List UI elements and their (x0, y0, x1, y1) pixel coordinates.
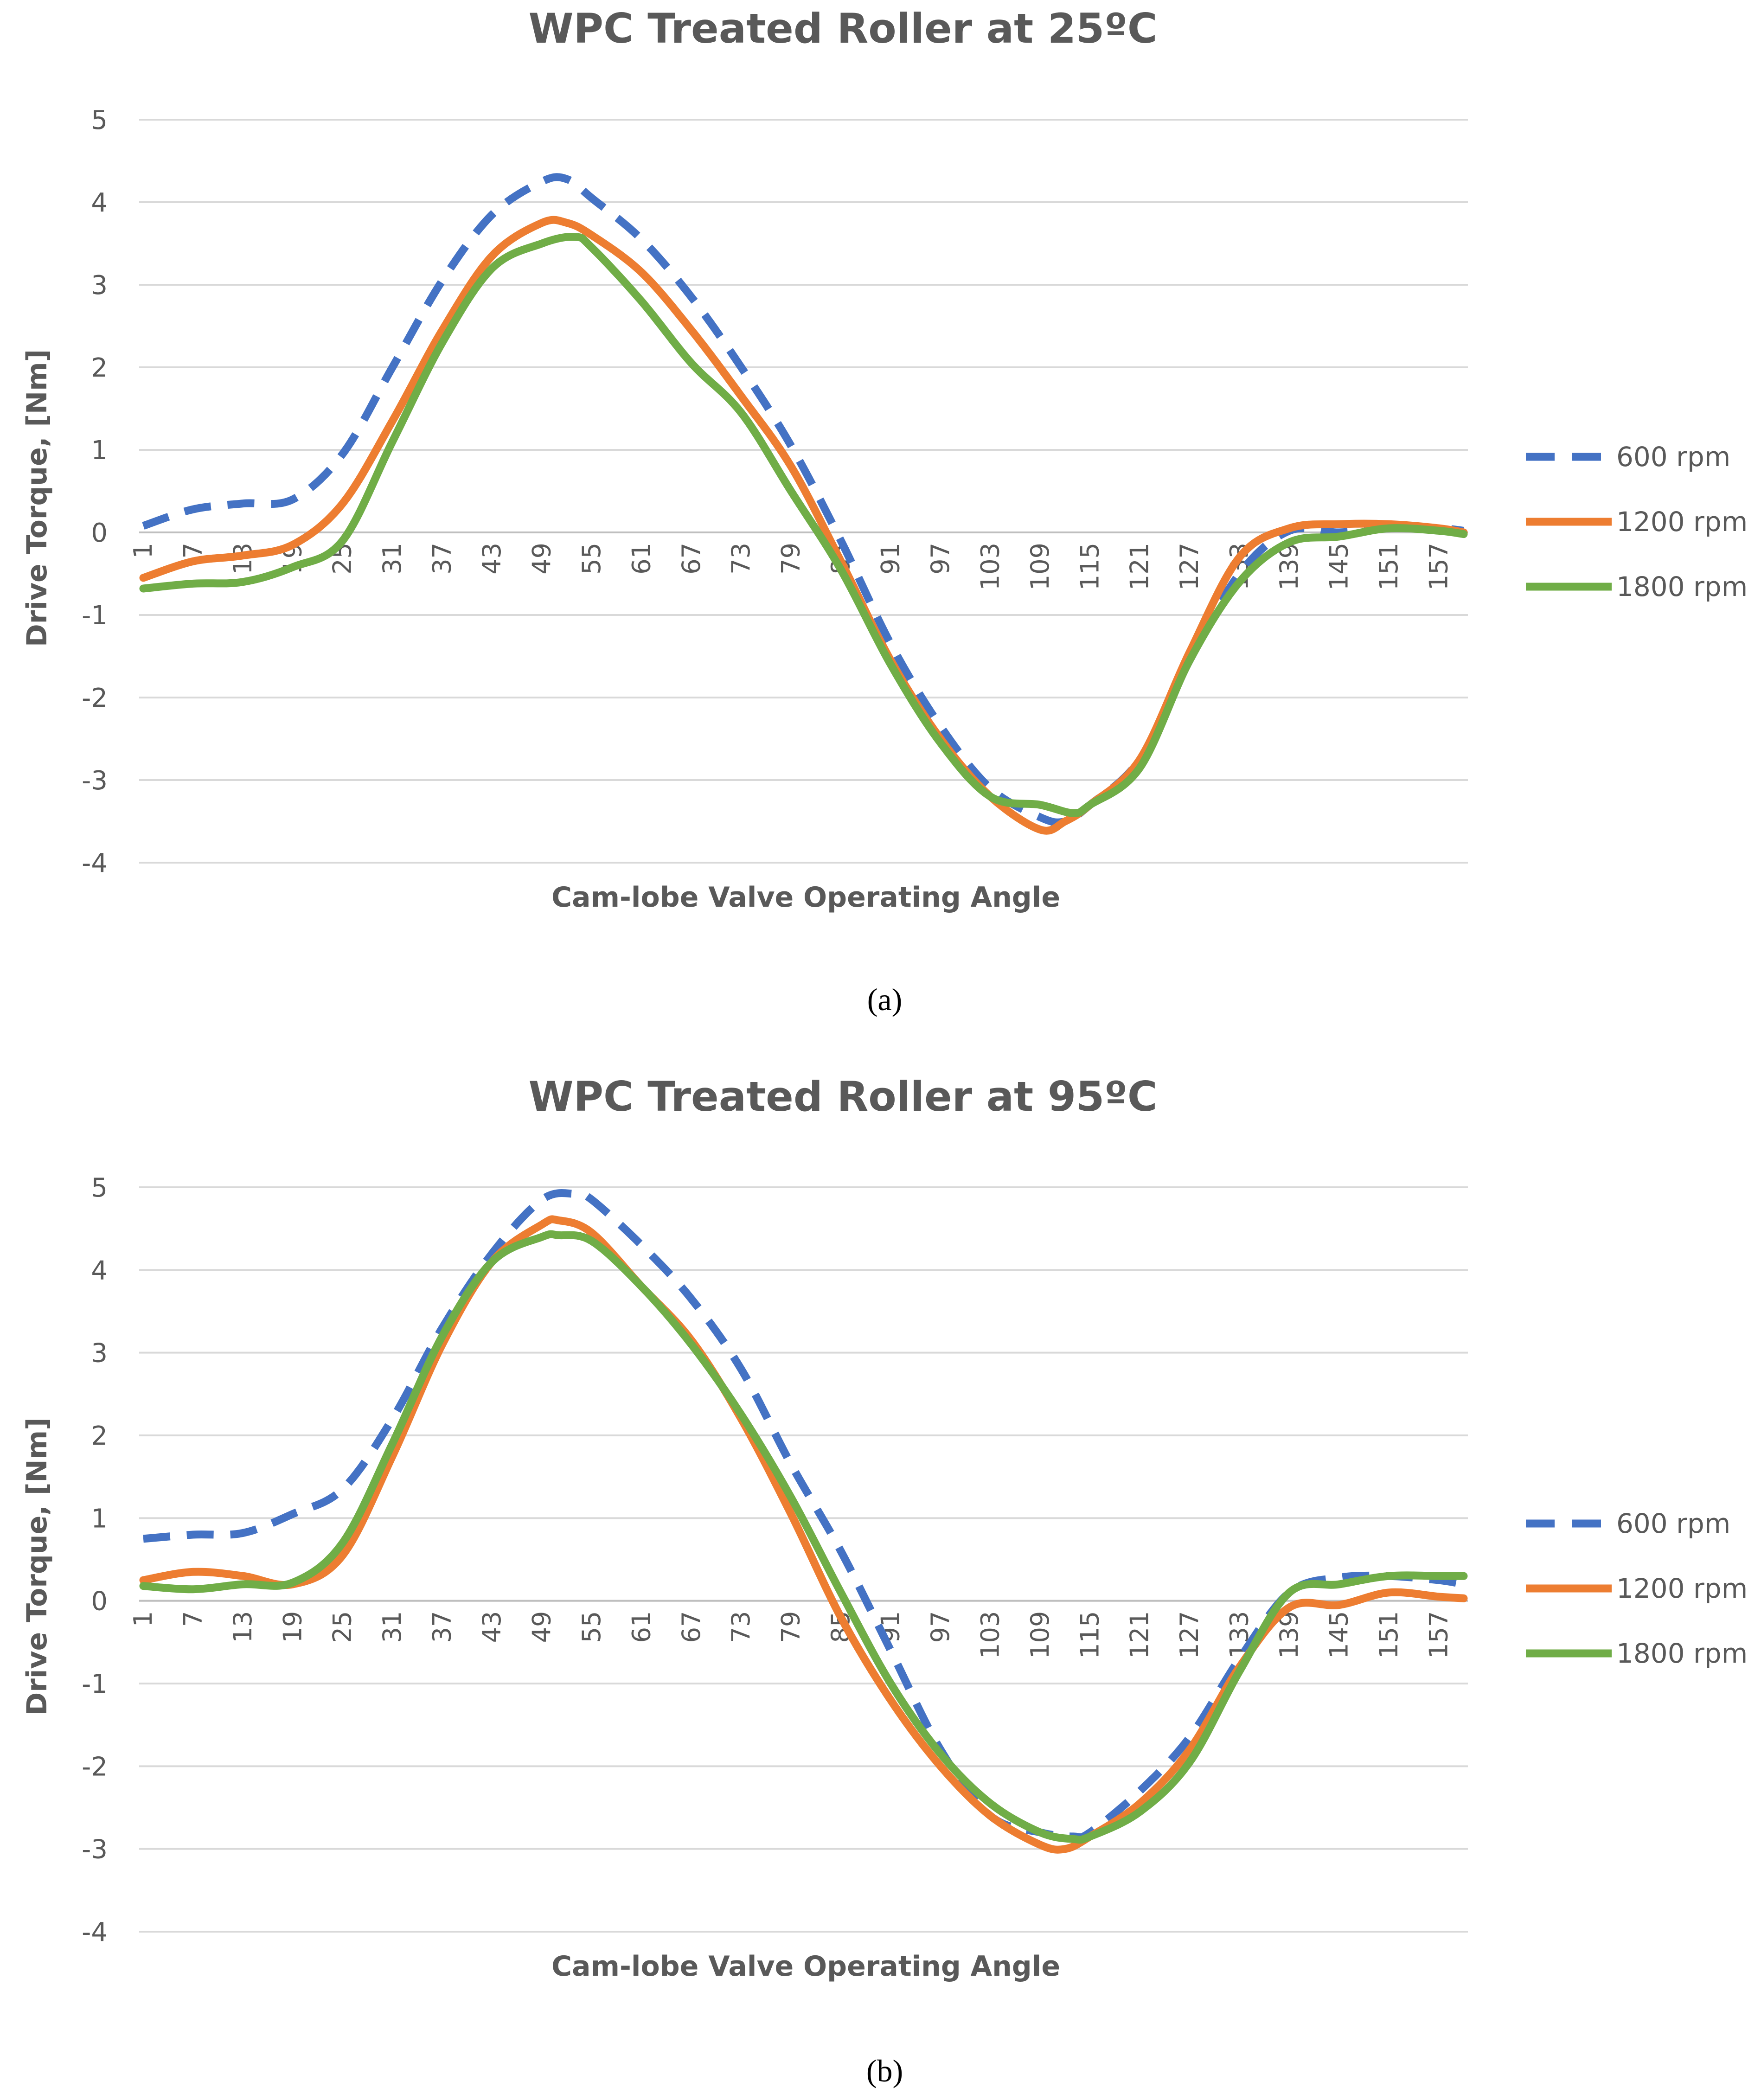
y-tick-label: 2 (91, 1421, 108, 1451)
y-tick-label: 3 (91, 1338, 108, 1369)
x-tick-label: 145 (1324, 543, 1353, 590)
y-tick-label: -4 (82, 1917, 108, 1947)
legend-label: 1200 rpm (1616, 506, 1748, 538)
series-line-1200-rpm (139, 216, 1468, 835)
y-tick-label: 0 (91, 518, 108, 548)
y-tick-label: -3 (82, 766, 108, 796)
series-line-1800-rpm (139, 1230, 1468, 1844)
x-tick-label: 97 (926, 1611, 955, 1643)
x-tick-label: 31 (378, 1611, 407, 1643)
x-tick-label: 73 (726, 543, 756, 575)
y-tick-label: -4 (82, 848, 108, 878)
chart-b: WPC Treated Roller at 95ºC543210-1-2-3-4… (21, 1073, 1748, 2088)
x-tick-label: 151 (1374, 1611, 1403, 1659)
subfigure-caption: (b) (866, 2053, 903, 2088)
x-tick-label: 157 (1424, 1611, 1453, 1659)
x-tick-label: 109 (1025, 543, 1055, 590)
x-tick-label: 109 (1025, 1611, 1055, 1659)
x-tick-label: 115 (1075, 543, 1104, 590)
x-tick-label: 37 (428, 543, 457, 575)
y-axis-title: Drive Torque, [Nm] (21, 1417, 53, 1715)
legend-label: 1800 rpm (1616, 571, 1748, 602)
y-tick-label: 5 (91, 105, 108, 135)
x-tick-label: 37 (428, 1611, 457, 1643)
y-tick-label: -1 (82, 601, 108, 631)
series-line-1800-rpm (139, 233, 1468, 817)
x-tick-label: 19 (278, 1611, 307, 1643)
y-tick-label: -1 (82, 1669, 108, 1699)
y-tick-label: 4 (91, 1255, 108, 1286)
x-tick-label: 103 (975, 543, 1005, 590)
y-tick-label: -2 (82, 683, 108, 713)
x-tick-label: 67 (677, 1611, 706, 1643)
x-tick-label: 31 (378, 543, 407, 575)
x-tick-label: 55 (577, 543, 606, 575)
chart-a: WPC Treated Roller at 25ºC543210-1-2-3-4… (21, 5, 1748, 1017)
x-tick-label: 67 (677, 543, 706, 575)
x-tick-label: 61 (627, 543, 656, 575)
x-tick-label: 73 (726, 1611, 756, 1643)
series-line-600-rpm (143, 1189, 1465, 1842)
x-tick-label: 115 (1075, 1611, 1104, 1659)
series-line-1200-rpm (139, 1215, 1468, 1854)
y-tick-label: -2 (82, 1752, 108, 1782)
x-tick-label: 79 (776, 1611, 806, 1643)
x-axis-title: Cam-lobe Valve Operating Angle (551, 881, 1060, 914)
x-tick-label: 1 (128, 1611, 158, 1627)
x-tick-label: 127 (1175, 543, 1204, 590)
chart-title: WPC Treated Roller at 95ºC (528, 1073, 1157, 1120)
x-tick-label: 121 (1125, 1611, 1154, 1659)
x-tick-label: 25 (328, 1611, 357, 1643)
y-tick-label: 1 (91, 435, 108, 466)
legend-label: 1200 rpm (1616, 1573, 1748, 1604)
legend-label: 600 rpm (1616, 441, 1730, 473)
x-tick-label: 55 (577, 1611, 606, 1643)
x-tick-label: 43 (477, 543, 506, 575)
x-tick-label: 7 (178, 1611, 207, 1627)
subfigure-caption: (a) (867, 982, 902, 1017)
x-tick-label: 157 (1424, 543, 1453, 590)
y-tick-label: 3 (91, 270, 108, 301)
x-tick-label: 61 (627, 1611, 656, 1643)
x-tick-label: 91 (876, 543, 905, 575)
x-tick-label: 103 (975, 1611, 1005, 1659)
x-tick-label: 43 (477, 1611, 506, 1643)
y-tick-label: 2 (91, 353, 108, 383)
x-tick-label: 151 (1374, 543, 1403, 590)
x-tick-label: 49 (527, 1611, 556, 1643)
x-tick-label: 145 (1324, 1611, 1353, 1659)
y-tick-label: -3 (82, 1835, 108, 1865)
legend-label: 600 rpm (1616, 1508, 1730, 1539)
y-tick-label: 5 (91, 1173, 108, 1203)
x-tick-label: 97 (926, 543, 955, 575)
x-tick-label: 79 (776, 543, 806, 575)
y-axis-title: Drive Torque, [Nm] (21, 349, 53, 647)
chart-title: WPC Treated Roller at 25ºC (528, 5, 1157, 52)
y-tick-label: 1 (91, 1504, 108, 1534)
x-tick-label: 13 (228, 1611, 257, 1643)
x-tick-label: 49 (527, 543, 556, 575)
x-tick-label: 121 (1125, 543, 1154, 590)
x-axis-title: Cam-lobe Valve Operating Angle (551, 1950, 1060, 1983)
y-tick-label: 0 (91, 1587, 108, 1617)
legend-label: 1800 rpm (1616, 1638, 1748, 1669)
x-tick-label: 127 (1175, 1611, 1204, 1659)
y-tick-label: 4 (91, 188, 108, 218)
x-tick-label: 1 (128, 543, 158, 558)
